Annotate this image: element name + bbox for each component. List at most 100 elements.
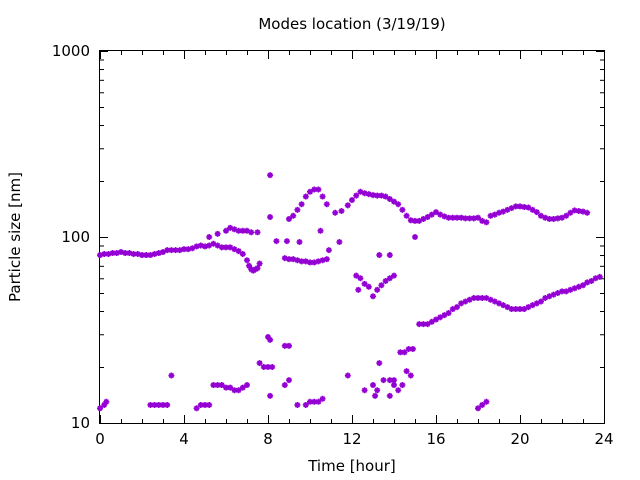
data-point bbox=[391, 377, 397, 384]
data-point bbox=[197, 242, 204, 249]
data-point bbox=[433, 209, 439, 216]
data-point bbox=[143, 252, 150, 259]
data-point bbox=[97, 405, 103, 412]
data-point bbox=[244, 227, 250, 234]
data-point bbox=[386, 252, 393, 259]
data-point bbox=[227, 384, 234, 391]
data-point bbox=[315, 398, 322, 405]
data-point bbox=[437, 314, 444, 321]
data-point bbox=[409, 345, 416, 352]
data-point bbox=[357, 275, 364, 282]
x-tick-label: 4 bbox=[179, 430, 189, 448]
data-point bbox=[311, 186, 318, 193]
data-point bbox=[512, 203, 519, 210]
data-point bbox=[319, 193, 326, 200]
data-point bbox=[407, 372, 414, 379]
data-point bbox=[441, 312, 448, 319]
data-point bbox=[420, 321, 427, 328]
data-point bbox=[479, 401, 486, 408]
data-point bbox=[504, 304, 511, 311]
data-point bbox=[193, 405, 200, 412]
data-point bbox=[109, 250, 116, 257]
data-point bbox=[97, 252, 103, 259]
data-point bbox=[269, 364, 276, 371]
data-point bbox=[101, 401, 108, 408]
data-point bbox=[563, 212, 570, 219]
data-point bbox=[315, 258, 322, 265]
data-point bbox=[197, 401, 204, 408]
data-point bbox=[399, 382, 406, 389]
data-point bbox=[286, 342, 292, 349]
data-point bbox=[172, 247, 179, 254]
data-point bbox=[239, 384, 246, 391]
data-point bbox=[416, 321, 423, 328]
data-point bbox=[365, 283, 372, 290]
data-point bbox=[546, 293, 553, 300]
data-point bbox=[483, 219, 490, 226]
data-point bbox=[361, 280, 368, 287]
data-point bbox=[193, 243, 200, 250]
data-point bbox=[155, 250, 162, 257]
data-point bbox=[281, 342, 288, 349]
data-point bbox=[491, 298, 498, 305]
x-tick-label: 20 bbox=[510, 430, 529, 448]
data-point bbox=[283, 238, 290, 245]
data-point bbox=[202, 401, 208, 408]
data-point bbox=[267, 172, 274, 179]
data-point bbox=[155, 401, 162, 408]
data-point bbox=[496, 209, 502, 216]
data-point bbox=[307, 188, 313, 195]
data-point bbox=[290, 212, 297, 219]
data-point bbox=[542, 214, 549, 221]
data-point bbox=[185, 246, 192, 253]
data-point bbox=[378, 192, 385, 199]
data-point bbox=[550, 215, 557, 222]
data-point bbox=[376, 252, 383, 259]
data-point bbox=[273, 238, 280, 245]
data-point bbox=[401, 349, 408, 356]
data-point bbox=[403, 212, 410, 219]
data-point bbox=[374, 387, 381, 394]
data-point bbox=[235, 227, 242, 234]
data-point bbox=[580, 282, 586, 289]
data-point bbox=[319, 257, 326, 264]
data-point bbox=[487, 296, 494, 303]
data-point bbox=[317, 227, 324, 234]
data-point bbox=[428, 211, 435, 218]
data-point bbox=[181, 246, 187, 253]
data-point bbox=[260, 364, 267, 371]
data-point bbox=[386, 275, 393, 282]
data-point bbox=[563, 288, 570, 295]
data-point bbox=[407, 217, 414, 224]
data-point bbox=[254, 265, 261, 272]
data-point bbox=[134, 251, 141, 258]
data-point bbox=[160, 401, 166, 408]
data-point bbox=[265, 364, 271, 371]
data-point bbox=[386, 196, 393, 203]
data-point bbox=[559, 288, 565, 295]
data-point bbox=[521, 203, 528, 210]
data-point bbox=[118, 249, 124, 256]
data-point bbox=[323, 256, 330, 263]
data-point bbox=[370, 382, 376, 389]
data-point bbox=[353, 272, 360, 279]
data-point bbox=[483, 294, 490, 301]
data-point bbox=[546, 215, 553, 222]
data-point bbox=[382, 278, 389, 285]
plot-frame bbox=[99, 50, 605, 424]
data-point bbox=[374, 192, 381, 199]
data-point bbox=[218, 382, 225, 389]
data-point bbox=[325, 247, 332, 254]
y-tick-label: 100 bbox=[61, 228, 90, 246]
data-points bbox=[97, 172, 603, 412]
data-point bbox=[403, 368, 410, 375]
data-point bbox=[386, 392, 393, 399]
data-point bbox=[376, 360, 383, 367]
data-point bbox=[151, 251, 158, 258]
data-point bbox=[454, 304, 460, 311]
data-point bbox=[571, 207, 578, 214]
data-point bbox=[248, 229, 255, 236]
data-point bbox=[101, 251, 108, 258]
data-point bbox=[239, 251, 246, 258]
